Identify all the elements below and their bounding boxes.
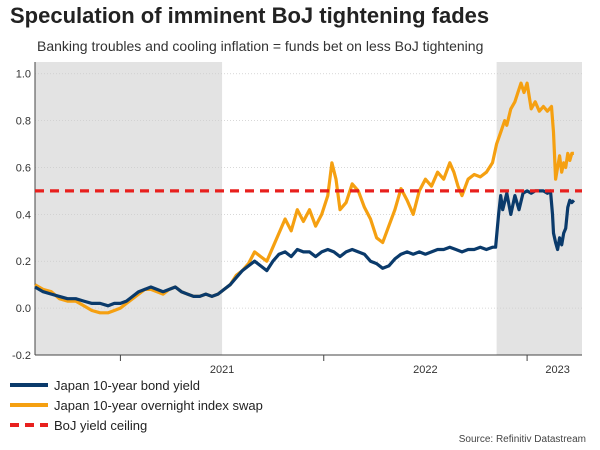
source-note: Source: Refinitiv Datastream: [458, 434, 586, 445]
y-tick-label: 0.0: [16, 303, 31, 315]
legend-label: Japan 10-year overnight index swap: [54, 398, 263, 413]
x-tick-label-2022: 2022: [413, 364, 437, 376]
y-tick-label: 0.6: [16, 162, 31, 174]
legend-label: Japan 10-year bond yield: [54, 378, 200, 393]
y-tick-label: -0.2: [12, 350, 31, 362]
series-line-bond-yield: [34, 189, 576, 308]
shaded-region-1: [35, 62, 223, 355]
legend-item-3: BoJ yield ceiling: [10, 418, 147, 433]
y-tick-label: 0.8: [16, 116, 31, 128]
legend-item-1: Japan 10-year bond yield: [10, 378, 200, 393]
series-line-ois: [34, 81, 574, 315]
y-tick-label: 0.2: [16, 256, 31, 268]
x-tick-label-2021: 2021: [210, 364, 234, 376]
y-tick-label: 0.4: [16, 209, 31, 221]
chart-subtitle: Banking troubles and cooling inflation =…: [37, 38, 484, 54]
x-tick-label-2023: 2023: [545, 364, 569, 376]
chart-title: Speculation of imminent BoJ tightening f…: [10, 3, 490, 28]
legend-item-2: Japan 10-year overnight index swap: [10, 398, 263, 413]
legend-label: BoJ yield ceiling: [54, 418, 147, 433]
y-tick-label: 1.0: [16, 69, 31, 81]
